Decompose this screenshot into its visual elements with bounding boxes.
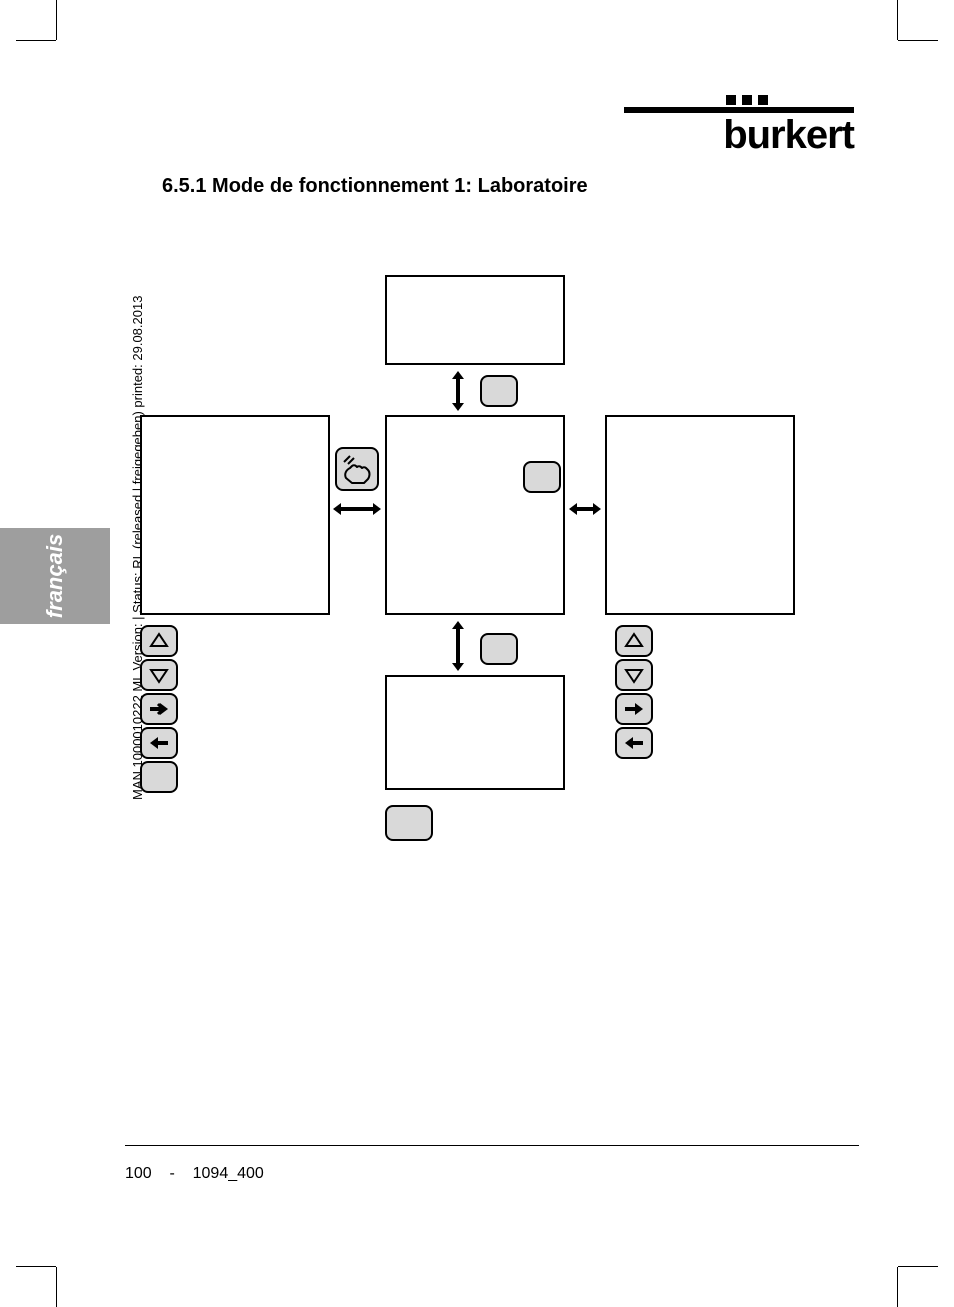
brand-logo: burkert xyxy=(624,95,854,155)
footer-sep: - xyxy=(170,1165,175,1182)
section-title-text: Mode de fonctionnement 1: Laboratoire xyxy=(212,175,588,197)
crop-mark xyxy=(56,1267,57,1307)
chip-right-link xyxy=(523,461,561,493)
crop-mark xyxy=(897,0,898,40)
button-stack-right xyxy=(615,625,653,759)
button-right[interactable] xyxy=(615,693,653,725)
button-down[interactable] xyxy=(615,659,653,691)
arrow-center-right xyxy=(567,501,603,517)
crop-mark xyxy=(16,1266,56,1267)
arrow-top-center xyxy=(450,369,466,413)
manual-mode-icon xyxy=(335,447,379,491)
footer: 100 - 1094_400 xyxy=(125,1165,264,1183)
node-top xyxy=(385,275,565,365)
section-heading: 6.5.1 Mode de fonctionnement 1: Laborato… xyxy=(162,175,588,198)
crop-mark xyxy=(898,1266,938,1267)
language-tab: français xyxy=(0,528,110,624)
crop-mark xyxy=(16,40,56,41)
chip-bottom-below xyxy=(385,805,433,841)
brand-name: burkert xyxy=(723,115,854,155)
node-right xyxy=(605,415,795,615)
footer-page: 100 xyxy=(125,1165,152,1182)
crop-mark xyxy=(897,1267,898,1307)
button-left[interactable] xyxy=(615,727,653,759)
crop-mark xyxy=(898,40,938,41)
arrow-left-center xyxy=(331,501,383,517)
button-down[interactable] xyxy=(140,659,178,691)
arrow-center-bottom xyxy=(450,619,466,673)
flow-diagram xyxy=(145,275,805,855)
button-up[interactable] xyxy=(615,625,653,657)
node-bottom xyxy=(385,675,565,790)
node-left xyxy=(140,415,330,615)
chip-bottom-link xyxy=(480,633,518,665)
button-right[interactable] xyxy=(140,693,178,725)
crop-mark xyxy=(56,0,57,40)
footer-rule xyxy=(125,1145,859,1146)
button-left[interactable] xyxy=(140,727,178,759)
button-blank[interactable] xyxy=(140,761,178,793)
language-label: français xyxy=(42,534,68,618)
chip-top-link xyxy=(480,375,518,407)
node-center xyxy=(385,415,565,615)
footer-doc: 1094_400 xyxy=(193,1165,264,1182)
button-stack-left xyxy=(140,625,178,793)
button-up[interactable] xyxy=(140,625,178,657)
section-number: 6.5.1 xyxy=(162,175,206,197)
